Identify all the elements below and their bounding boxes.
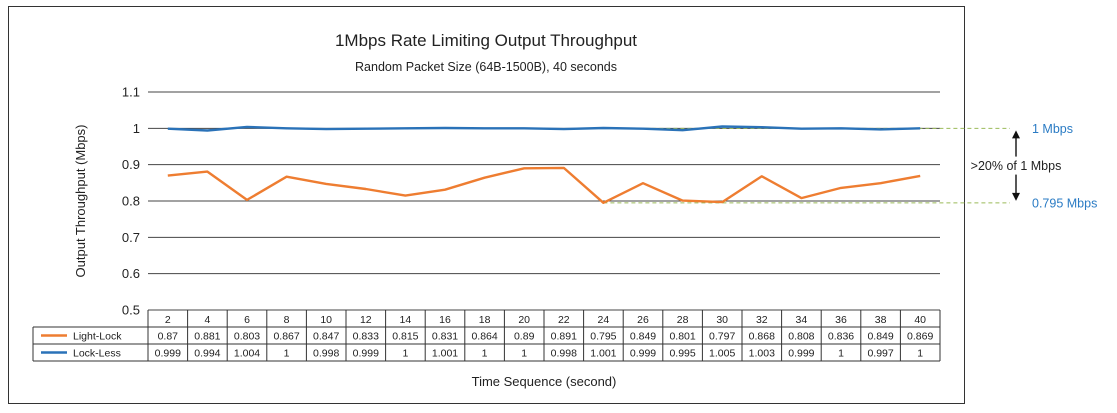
series-line-light-lock — [167, 166, 921, 205]
data-label: 0.999 — [630, 348, 656, 360]
data-label: 1 — [284, 348, 290, 360]
x-tick-label: 12 — [360, 314, 372, 326]
y-tick-label: 0.5 — [122, 303, 140, 318]
grid: 0.5 0.6 0.7 0.8 0.9 1 1.1 — [122, 85, 940, 318]
data-label: 0.833 — [353, 331, 379, 343]
data-label: 0.795 — [590, 331, 616, 343]
data-label: 1.003 — [749, 348, 775, 360]
data-label: 0.797 — [709, 331, 735, 343]
x-tick-label: 22 — [558, 314, 570, 326]
data-label: 0.869 — [907, 331, 933, 343]
chart-frame — [8, 6, 965, 404]
data-label: 0.998 — [313, 348, 339, 360]
annotations: 1 Mbps 0.795 Mbps >20% of 1 Mbps — [971, 122, 1098, 210]
arrow-head-down — [1012, 192, 1020, 201]
data-label: 0.995 — [669, 348, 695, 360]
x-tick-label: 26 — [637, 314, 649, 326]
data-label: 1 — [521, 348, 527, 360]
chart-subtitle: Random Packet Size (64B-1500B), 40 secon… — [355, 60, 617, 74]
data-label: 0.999 — [788, 348, 814, 360]
data-label: 0.801 — [669, 331, 695, 343]
chart-title: 1Mbps Rate Limiting Output Throughput — [335, 31, 637, 50]
x-tick-label: 20 — [518, 314, 530, 326]
x-tick-label: 6 — [244, 314, 250, 326]
x-tick-label: 40 — [914, 314, 926, 326]
x-tick-label: 36 — [835, 314, 847, 326]
arrow-head-up — [1012, 130, 1020, 139]
y-tick-label: 0.6 — [122, 266, 140, 281]
data-label: 1 — [917, 348, 923, 360]
gap-label: >20% of 1 Mbps — [971, 159, 1062, 173]
data-label: 0.999 — [353, 348, 379, 360]
data-label: 0.881 — [194, 331, 220, 343]
data-label: 0.999 — [155, 348, 181, 360]
data-label: 0.836 — [828, 331, 854, 343]
legend-label: Lock-Less — [73, 348, 121, 360]
x-tick-label: 4 — [204, 314, 210, 326]
data-label: 1 — [482, 348, 488, 360]
data-label: 0.864 — [471, 331, 497, 343]
data-label: 0.808 — [788, 331, 814, 343]
data-label: 1.001 — [590, 348, 616, 360]
x-tick-label: 38 — [875, 314, 887, 326]
data-label: 1 — [402, 348, 408, 360]
y-tick-label: 1.1 — [122, 85, 140, 100]
data-label: 1.005 — [709, 348, 735, 360]
data-label: 1.004 — [234, 348, 260, 360]
data-label: 0.868 — [749, 331, 775, 343]
data-label: 0.998 — [551, 348, 577, 360]
data-label: 0.803 — [234, 331, 260, 343]
x-tick-label: 16 — [439, 314, 451, 326]
x-tick-label: 28 — [677, 314, 689, 326]
lower-reference-label: 0.795 Mbps — [1032, 196, 1097, 210]
y-tick-label: 0.7 — [122, 230, 140, 245]
upper-reference-label: 1 Mbps — [1032, 122, 1073, 136]
data-label: 0.815 — [392, 331, 418, 343]
y-tick-label: 0.8 — [122, 194, 140, 209]
legend-label: Light-Lock — [73, 331, 122, 343]
y-tick-label: 1 — [133, 121, 140, 136]
x-tick-label: 30 — [716, 314, 728, 326]
data-label: 0.994 — [194, 348, 220, 360]
series-lines — [167, 125, 921, 205]
data-label: 0.867 — [273, 331, 299, 343]
data-label: 1 — [838, 348, 844, 360]
y-tick-label: 0.9 — [122, 157, 140, 172]
data-label: 0.849 — [630, 331, 656, 343]
x-tick-label: 18 — [479, 314, 491, 326]
data-label: 0.849 — [867, 331, 893, 343]
x-tick-label: 34 — [796, 314, 808, 326]
x-tick-label: 24 — [598, 314, 610, 326]
data-label: 0.87 — [158, 331, 179, 343]
x-tick-label: 10 — [320, 314, 332, 326]
data-table: 2 4 6 8 10 12 14 16 18 20 22 24 26 28 30 32 34 36 38 40Ligh… — [32, 310, 941, 362]
y-axis-label: Output Throughput (Mbps) — [73, 125, 88, 278]
data-label: 1.001 — [432, 348, 458, 360]
x-axis-label: Time Sequence (second) — [472, 374, 617, 389]
x-tick-label: 32 — [756, 314, 768, 326]
data-label: 0.891 — [551, 331, 577, 343]
x-tick-label: 14 — [400, 314, 412, 326]
series-line-lock-less — [167, 125, 921, 132]
data-label: 0.997 — [867, 348, 893, 360]
x-tick-label: 8 — [284, 314, 290, 326]
x-tick-label: 2 — [165, 314, 171, 326]
data-label: 0.89 — [514, 331, 535, 343]
data-label: 0.847 — [313, 331, 339, 343]
data-label: 0.831 — [432, 331, 458, 343]
